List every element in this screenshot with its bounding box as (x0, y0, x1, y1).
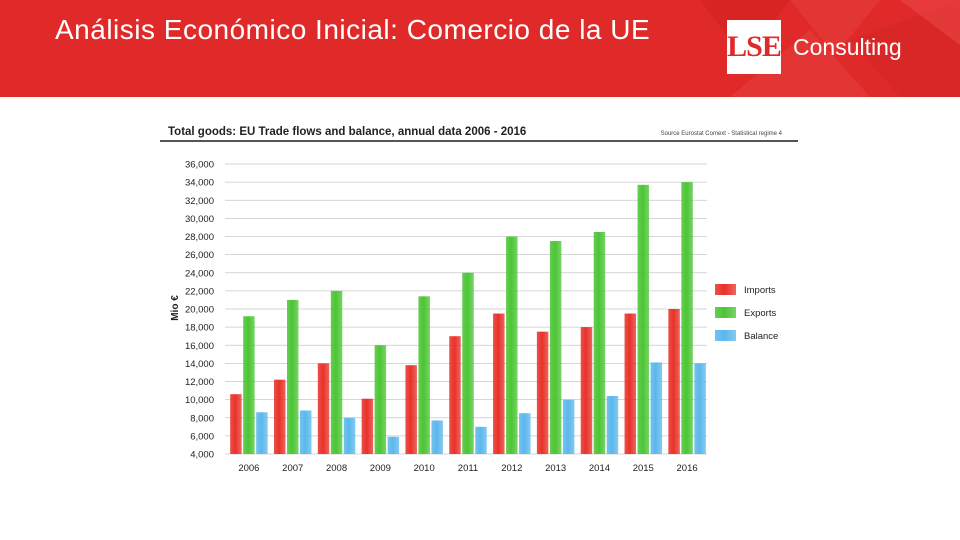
bar-exports-2006 (243, 316, 255, 454)
slide-header: Análisis Económico Inicial: Comercio de … (0, 0, 960, 97)
y-tick-label: 18,000 (185, 323, 214, 334)
bar-exports-2011 (462, 272, 474, 454)
chart-svg: Total goods: EU Trade flows and balance,… (160, 126, 798, 474)
x-tick-label: 2011 (458, 463, 478, 474)
bar-exports-2008 (330, 290, 343, 454)
bar-balance-2008 (343, 417, 356, 454)
x-tick-label: 2009 (370, 463, 391, 474)
bar-imports-2010 (405, 365, 417, 454)
bar-balance-2015 (650, 362, 663, 454)
y-tick-label: 26,000 (185, 250, 214, 261)
lse-logo-mark: LSE (727, 20, 782, 74)
chart-source: Source Eurostat Comext - Statistical reg… (661, 131, 783, 137)
x-tick-label: 2012 (501, 463, 522, 474)
y-tick-label: 30,000 (185, 214, 214, 225)
bar-balance-2013 (562, 399, 575, 454)
bar-exports-2012 (506, 236, 518, 454)
bar-exports-2014 (593, 231, 606, 454)
bar-imports-2013 (536, 331, 549, 454)
legend-label-balance: Balance (744, 331, 778, 342)
bar-imports-2016 (668, 309, 680, 454)
y-tick-label: 24,000 (185, 268, 214, 279)
legend: Imports Exports Balance (715, 284, 778, 342)
bar-exports-2015 (637, 184, 650, 454)
y-tick-label: 36,000 (185, 160, 214, 171)
bar-balance-2011 (475, 426, 487, 454)
x-tick-labels: 2006 2007 2008 2009 2010 2011 2012 2013 2014 2015… (238, 463, 697, 474)
y-axis-label: Mio € (170, 295, 181, 321)
bar-exports-2016 (681, 182, 693, 454)
y-tick-label: 22,000 (185, 286, 214, 297)
legend-swatch-imports (715, 284, 736, 295)
bar-balance-2016 (694, 363, 706, 454)
chart-title: Total goods: EU Trade flows and balance,… (168, 126, 526, 138)
logo-consulting-text: Consulting (793, 33, 902, 60)
bar-balance-2006 (256, 412, 268, 454)
bar-balance-2012 (519, 413, 531, 454)
x-tick-label: 2014 (589, 463, 610, 474)
bar-imports-2015 (624, 313, 637, 454)
legend-label-exports: Exports (744, 308, 776, 319)
slide-title: Análisis Económico Inicial: Comercio de … (55, 14, 651, 45)
y-tick-label: 16,000 (185, 341, 214, 352)
bars (230, 182, 706, 454)
bar-exports-2007 (286, 299, 299, 454)
lse-consulting-logo: LSE Consulting (727, 20, 902, 74)
y-tick-label: 6,000 (190, 431, 214, 442)
x-tick-label: 2010 (414, 463, 435, 474)
y-tick-labels: 4,000 6,000 8,000 10,000 12,000 14,000 16,000 1… (185, 160, 214, 461)
header-geometric-pattern (700, 0, 960, 97)
bar-imports-2008 (317, 363, 330, 454)
x-tick-label: 2007 (282, 463, 303, 474)
y-tick-label: 4,000 (190, 450, 214, 461)
bar-balance-2010 (431, 420, 443, 454)
legend-swatch-exports (715, 307, 736, 318)
bar-imports-2006 (230, 394, 242, 454)
y-tick-label: 12,000 (185, 377, 214, 388)
y-tick-label: 28,000 (185, 232, 214, 243)
x-tick-label: 2006 (238, 463, 259, 474)
bar-exports-2013 (549, 241, 562, 454)
x-tick-label: 2016 (677, 463, 698, 474)
bar-balance-2014 (606, 396, 619, 454)
y-tick-label: 8,000 (190, 413, 214, 424)
y-tick-label: 10,000 (185, 395, 214, 406)
bar-balance-2007 (299, 410, 312, 454)
y-tick-label: 32,000 (185, 196, 214, 207)
y-tick-label: 20,000 (185, 305, 214, 316)
y-tick-label: 14,000 (185, 359, 214, 370)
x-tick-label: 2013 (545, 463, 566, 474)
legend-swatch-balance (715, 330, 736, 341)
bar-exports-2010 (418, 296, 430, 454)
bar-balance-2009 (387, 436, 400, 454)
y-tick-label: 34,000 (185, 178, 214, 189)
legend-label-imports: Imports (744, 285, 776, 296)
bar-imports-2012 (493, 313, 505, 454)
bar-imports-2014 (580, 327, 593, 454)
bar-exports-2009 (374, 345, 387, 454)
x-tick-label: 2008 (326, 463, 347, 474)
bar-imports-2007 (273, 379, 286, 454)
trade-chart: Total goods: EU Trade flows and balance,… (155, 118, 805, 480)
x-tick-label: 2015 (633, 463, 654, 474)
bar-imports-2011 (449, 336, 461, 454)
bar-imports-2009 (361, 398, 374, 454)
